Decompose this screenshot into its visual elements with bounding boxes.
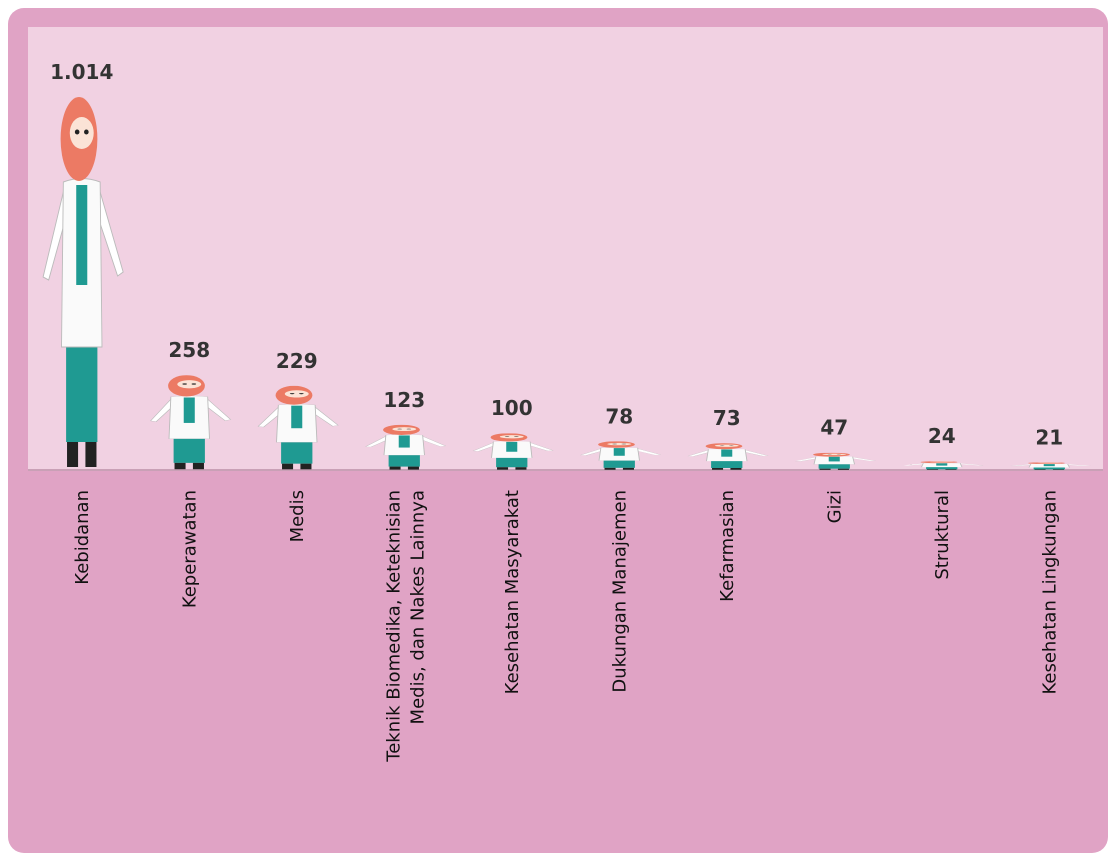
- shoe: [85, 442, 97, 467]
- shoe: [819, 468, 831, 470]
- figure: [902, 461, 984, 470]
- value-label: 258: [168, 338, 210, 362]
- face: [1037, 462, 1062, 464]
- face: [607, 442, 632, 446]
- face: [929, 461, 954, 463]
- x-tick-label: Kesehatan Lingkungan: [1039, 490, 1060, 695]
- dress: [506, 441, 518, 452]
- plot-area: [28, 27, 1103, 470]
- shoe: [407, 466, 419, 470]
- x-tick-label: Kefarmasian: [717, 490, 738, 602]
- figure: [42, 97, 124, 467]
- dress: [183, 397, 195, 423]
- value-label: 24: [928, 424, 956, 448]
- dress: [721, 449, 733, 457]
- x-tick-label: Dukungan Manajemen: [609, 490, 630, 693]
- dress: [291, 405, 303, 429]
- skirt: [818, 462, 850, 469]
- value-label: 1.014: [50, 60, 113, 84]
- shoe: [515, 467, 527, 470]
- face: [177, 380, 202, 389]
- shoe: [389, 466, 401, 470]
- shoe: [497, 467, 509, 470]
- shoe: [712, 467, 724, 470]
- value-label: 100: [491, 396, 533, 420]
- skirt: [1033, 466, 1065, 470]
- dress: [936, 463, 948, 466]
- face: [284, 390, 309, 398]
- x-tick-label: Medis: [287, 490, 308, 542]
- face: [69, 117, 94, 149]
- figure: [257, 385, 339, 470]
- shoe: [622, 467, 634, 470]
- dress: [1043, 464, 1055, 467]
- skirt: [711, 458, 743, 468]
- shoe: [604, 467, 616, 470]
- dress: [828, 456, 840, 462]
- shoe: [1034, 469, 1046, 470]
- skirt: [926, 466, 958, 470]
- x-tick-label: Struktural: [932, 490, 953, 580]
- dress: [613, 448, 625, 456]
- x-tick-label: Teknik Biomedika, Keteknisian Medis, dan …: [383, 490, 428, 763]
- value-label: 229: [276, 349, 318, 373]
- value-label: 78: [605, 404, 633, 428]
- skirt: [496, 454, 528, 468]
- figure: [580, 441, 662, 470]
- eye: [182, 383, 187, 385]
- shoe: [67, 442, 79, 467]
- x-tick-label: Kesehatan Masyarakat: [502, 490, 523, 694]
- figure: [365, 424, 447, 470]
- x-tick-label: Gizi: [824, 490, 845, 523]
- figure: [472, 433, 554, 470]
- shoe: [300, 463, 312, 470]
- dress: [398, 435, 410, 448]
- shoe: [174, 462, 186, 470]
- shoe: [945, 469, 957, 470]
- value-label: 21: [1035, 425, 1063, 449]
- face: [392, 427, 417, 432]
- shoe: [730, 467, 742, 470]
- eye: [289, 393, 295, 395]
- face: [499, 435, 524, 439]
- value-label: 123: [383, 388, 425, 412]
- face: [822, 453, 847, 456]
- shoe: [837, 468, 849, 470]
- shoe: [1052, 469, 1064, 470]
- figure: [795, 452, 877, 470]
- eye: [74, 129, 80, 135]
- figure: [150, 375, 232, 470]
- shoe: [282, 463, 294, 470]
- figure: [1010, 462, 1092, 470]
- x-tick-label: Kebidanan: [72, 490, 93, 585]
- x-tick-label: Keperawatan: [179, 490, 200, 608]
- eye: [84, 129, 89, 135]
- figure: [687, 443, 769, 470]
- eye: [406, 428, 412, 430]
- value-label: 47: [820, 416, 848, 440]
- shoe: [927, 469, 939, 470]
- value-label: 73: [713, 406, 741, 430]
- shoe: [192, 462, 204, 470]
- eye: [299, 393, 304, 395]
- face: [714, 444, 739, 447]
- dress: [76, 185, 88, 285]
- skirt: [388, 451, 420, 467]
- eye: [397, 428, 402, 430]
- skirt: [603, 458, 635, 468]
- eye: [191, 383, 197, 385]
